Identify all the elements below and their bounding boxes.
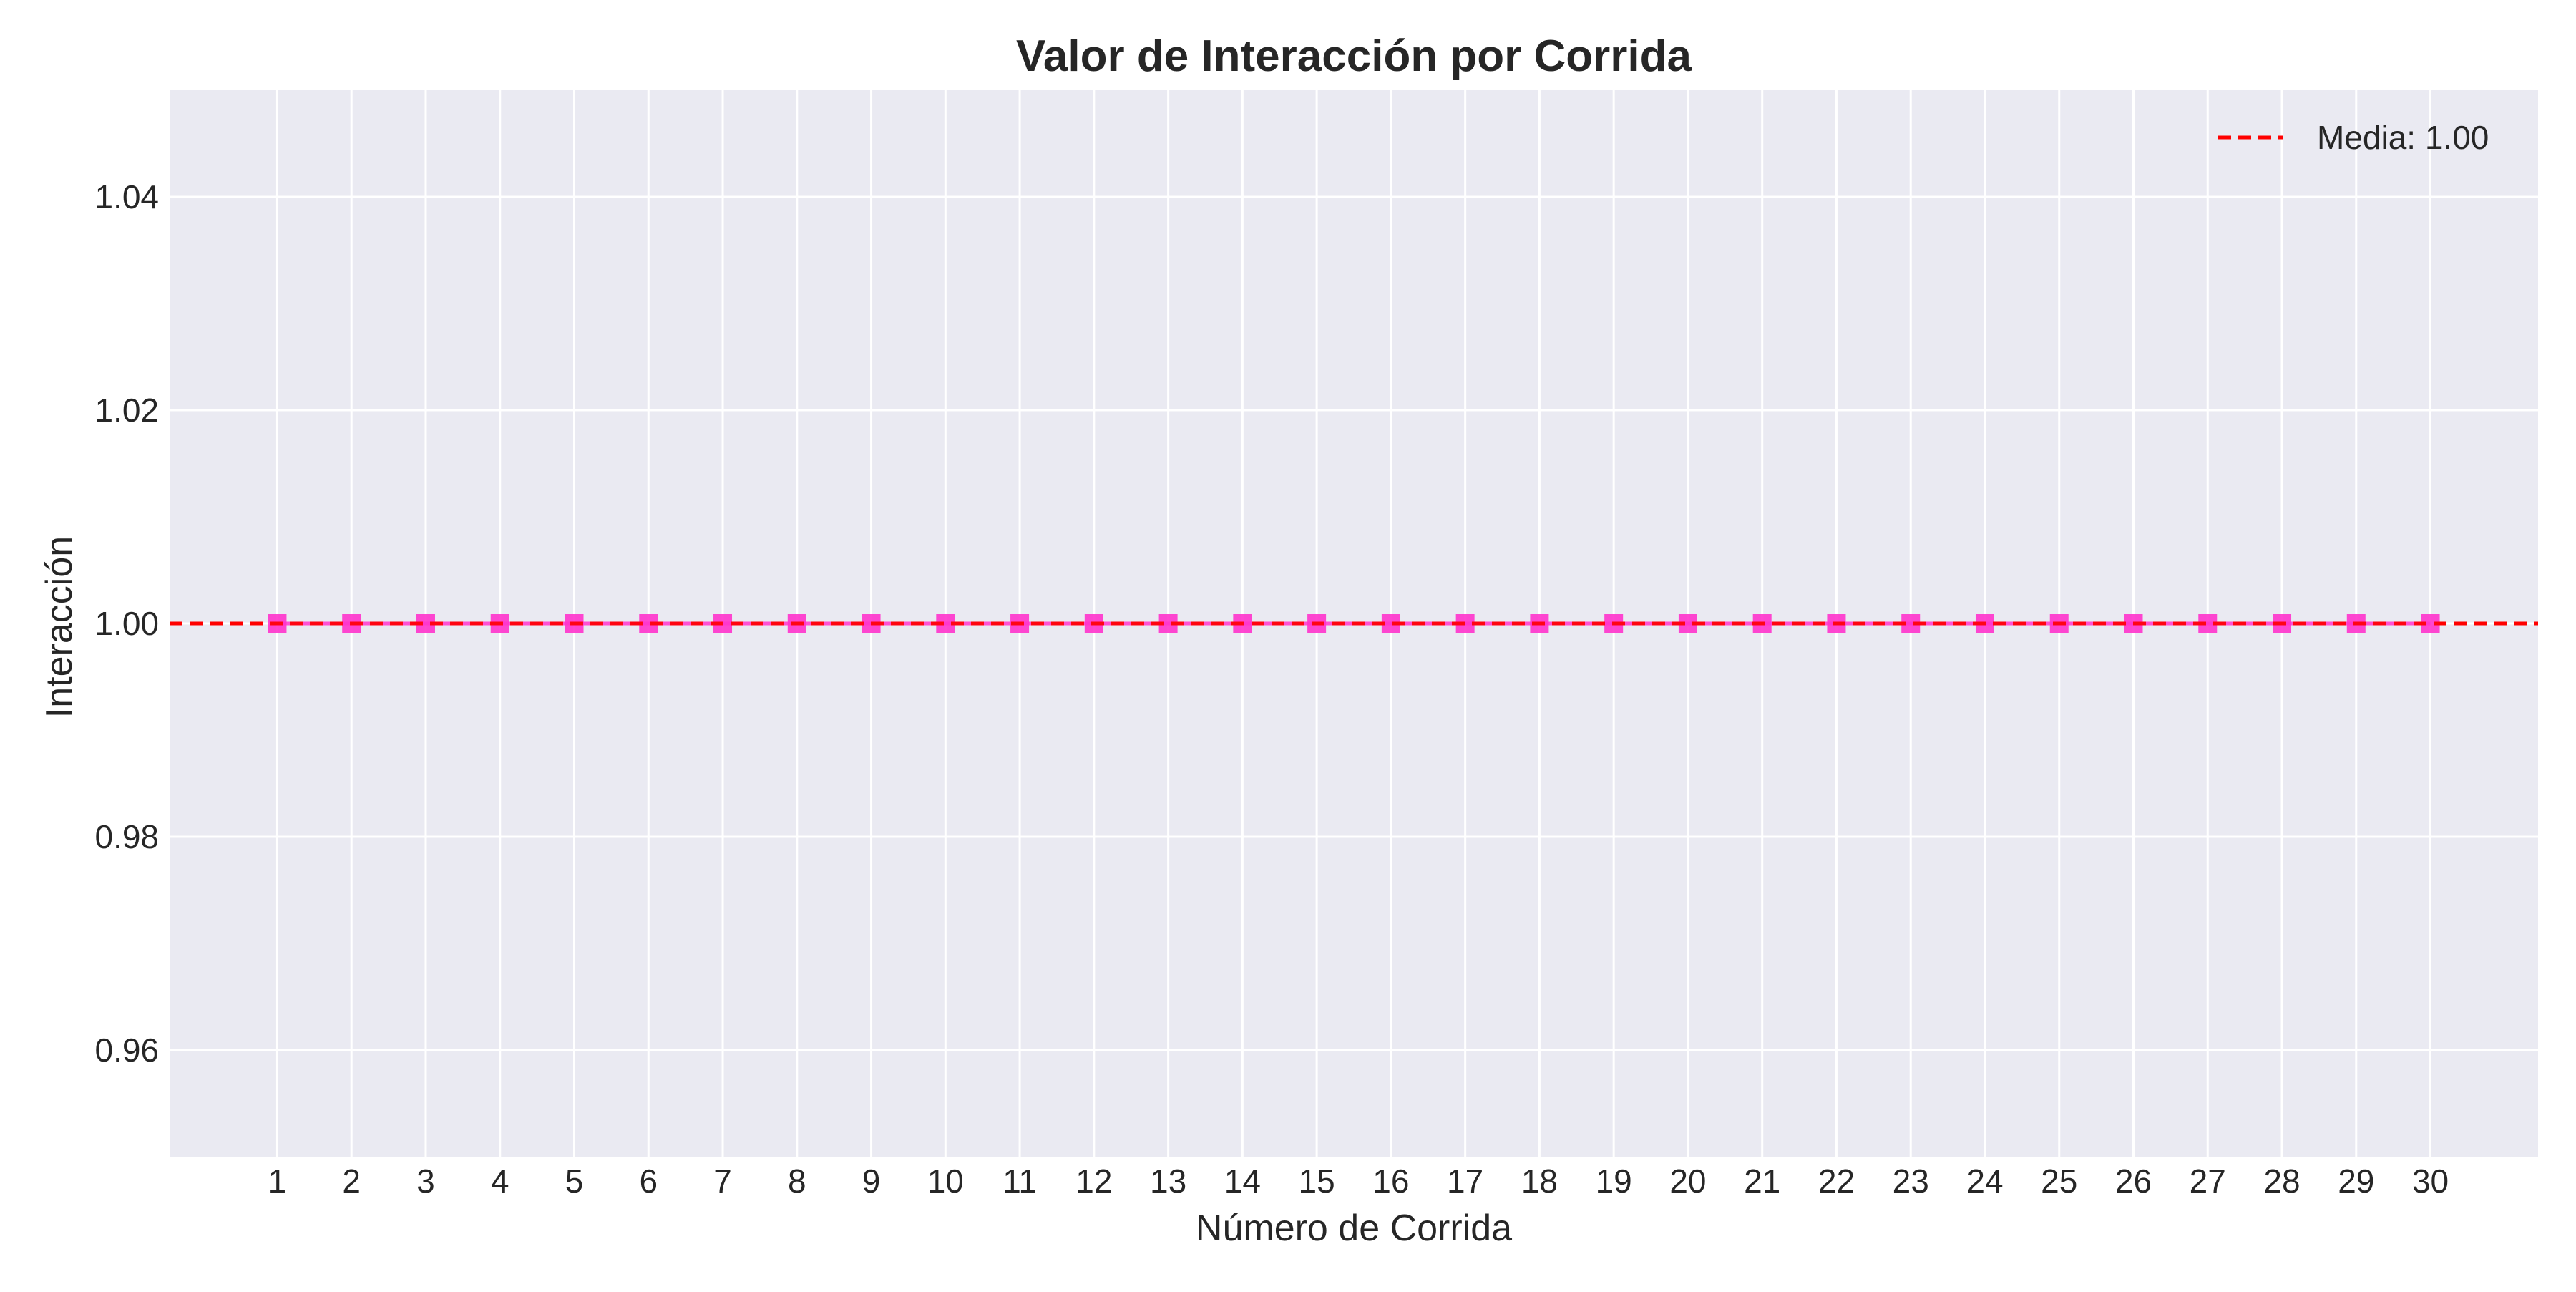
x-tick-label: 15: [1299, 1162, 1335, 1200]
x-tick-label: 16: [1372, 1162, 1409, 1200]
x-tick-label: 14: [1224, 1162, 1261, 1200]
x-tick-label: 2: [342, 1162, 361, 1200]
x-tick-label: 6: [639, 1162, 658, 1200]
chart-title: Valor de Interacción por Corrida: [1016, 31, 1692, 81]
x-tick-label: 4: [491, 1162, 509, 1200]
x-tick-label: 11: [1002, 1162, 1037, 1200]
x-tick-label: 21: [1744, 1162, 1780, 1200]
x-tick-label: 5: [565, 1162, 584, 1200]
x-tick-label: 28: [2263, 1162, 2300, 1200]
x-tick-label: 3: [416, 1162, 435, 1200]
x-tick-label: 22: [1818, 1162, 1855, 1200]
x-tick-label: 9: [862, 1162, 881, 1200]
x-tick-label: 23: [1893, 1162, 1929, 1200]
y-tick-label: 0.96: [94, 1031, 159, 1069]
legend: Media: 1.00: [2218, 119, 2489, 156]
legend-label: Media: 1.00: [2317, 119, 2489, 156]
x-tick-label: 30: [2412, 1162, 2449, 1200]
y-tick-labels: 0.96 0.98 1.00 1.02 1.04: [94, 178, 159, 1069]
y-tick-label: 1.04: [94, 178, 159, 215]
x-axis-label: Número de Corrida: [1196, 1208, 1512, 1249]
y-tick-label: 1.00: [94, 605, 159, 642]
x-tick-label: 19: [1596, 1162, 1632, 1200]
x-tick-label: 26: [2115, 1162, 2152, 1200]
x-tick-label: 7: [713, 1162, 732, 1200]
x-tick-label: 29: [2338, 1162, 2374, 1200]
y-tick-label: 0.98: [94, 818, 159, 855]
x-tick-labels: 1 2 3 4 5 6 7 8 9 10 11 12 13 14 15 16 17 18 19 20 21 22 23 24 2…: [268, 1162, 2449, 1200]
x-tick-label: 13: [1150, 1162, 1186, 1200]
x-tick-label: 18: [1521, 1162, 1558, 1200]
x-tick-label: 24: [1966, 1162, 2003, 1200]
x-tick-label: 25: [2041, 1162, 2077, 1200]
x-tick-label: 27: [2190, 1162, 2226, 1200]
series-group: [170, 614, 2538, 633]
x-tick-label: 17: [1447, 1162, 1483, 1200]
x-tick-label: 1: [268, 1162, 287, 1200]
x-tick-label: 8: [788, 1162, 806, 1200]
x-tick-label: 10: [927, 1162, 964, 1200]
x-tick-label: 12: [1075, 1162, 1112, 1200]
y-axis-label: Interacción: [39, 536, 80, 718]
y-tick-label: 1.02: [94, 392, 159, 429]
x-tick-label: 20: [1669, 1162, 1706, 1200]
